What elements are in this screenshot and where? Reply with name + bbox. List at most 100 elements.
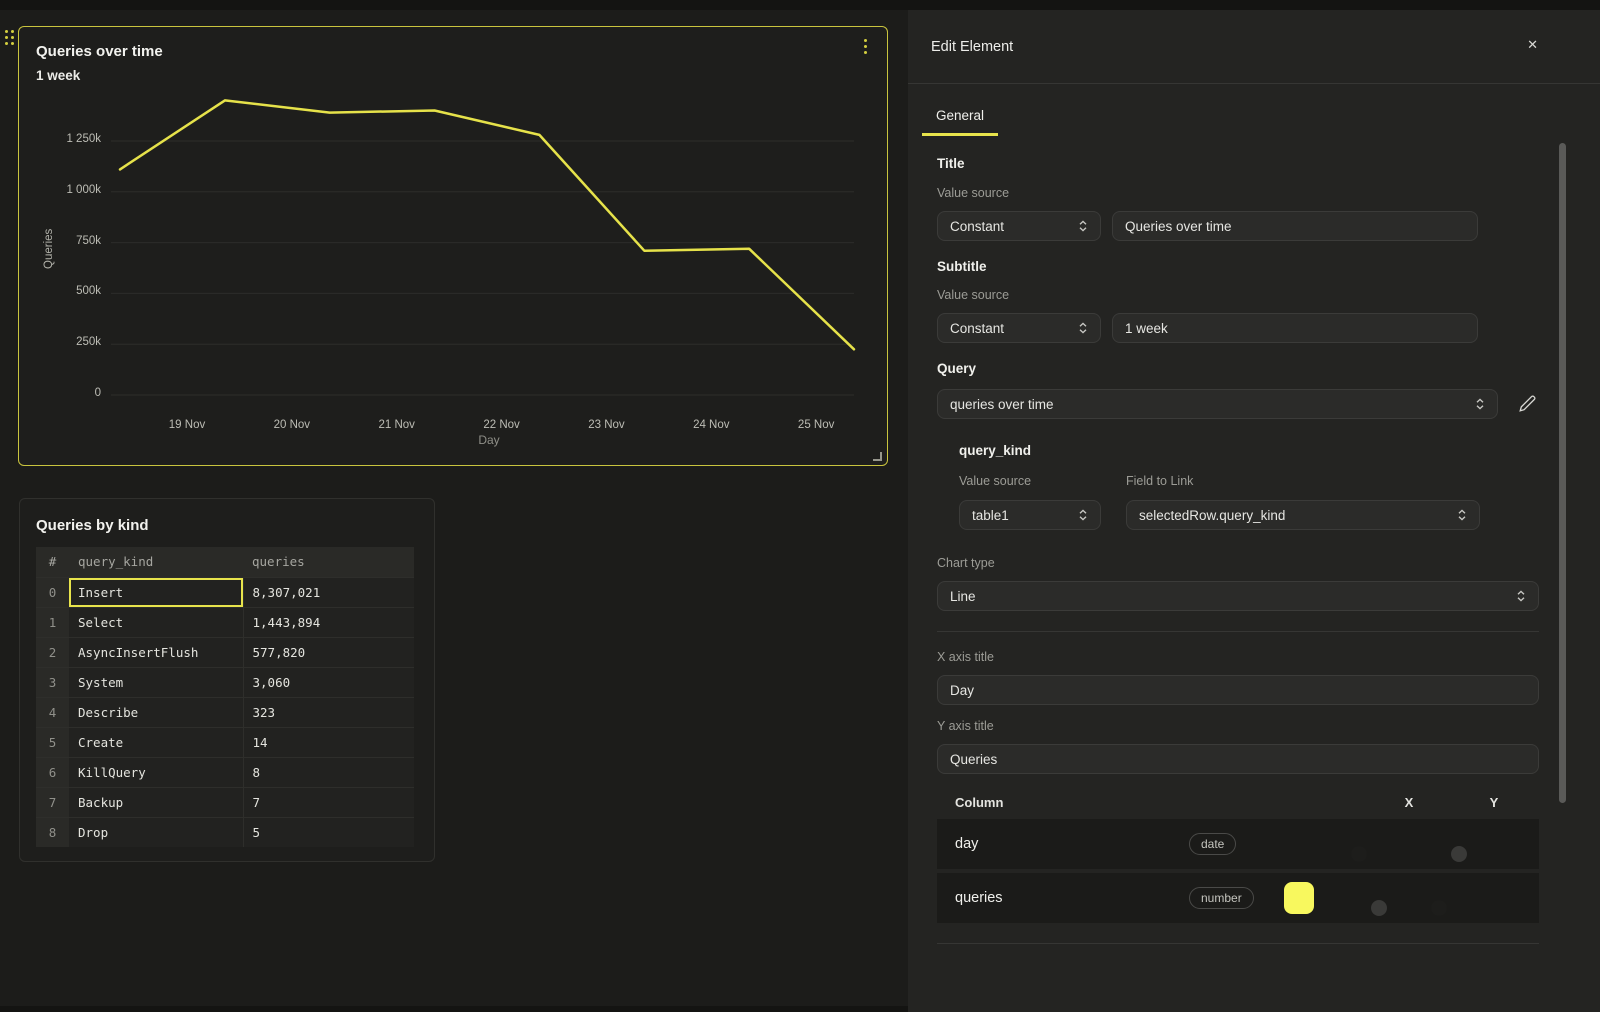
table-row[interactable]: 3 System 3,060 [36, 666, 414, 697]
queries-by-kind-table[interactable]: # query_kind queries 0 Insert 8,307,021 1 Sele… [36, 547, 414, 847]
chart-type-select[interactable]: Line [937, 581, 1539, 611]
query-select[interactable]: queries over time [937, 389, 1498, 419]
chart-element-panel[interactable]: Queries over time 1 week Queries 1 250k 1… [18, 26, 888, 466]
row-index-cell: 6 [36, 756, 69, 787]
y-tick-label: 1 250k [66, 133, 101, 145]
title-source-select[interactable]: Constant [937, 211, 1101, 241]
query-kind-label: query_kind [959, 443, 1032, 458]
table-row[interactable]: 6 KillQuery 8 [36, 756, 414, 787]
column-type-badge: number [1189, 887, 1254, 909]
x-tick-label: 23 Nov [588, 419, 625, 431]
x-tick-label: 22 Nov [483, 419, 520, 431]
edit-panel-title: Edit Element [931, 38, 1014, 55]
column-name: day [955, 836, 979, 852]
queries-value-cell[interactable]: 577,820 [242, 636, 414, 667]
query-kind-cell[interactable]: Describe [69, 696, 243, 727]
subtitle-value-source-label: Value source [937, 288, 1010, 302]
queries-value-cell[interactable]: 323 [242, 696, 414, 727]
row-index-cell: 3 [36, 666, 69, 697]
subtitle-value-input[interactable]: 1 week [1112, 313, 1478, 343]
tab-general[interactable]: General [922, 100, 999, 136]
query-kind-cell[interactable]: KillQuery [69, 756, 243, 787]
row-index-cell: 0 [36, 576, 69, 607]
queries-value-cell[interactable]: 7 [242, 786, 414, 817]
query-kind-cell[interactable]: AsyncInsertFlush [69, 636, 243, 667]
y-axis-title: Queries [43, 228, 55, 270]
drag-handle-icon[interactable] [5, 30, 14, 45]
field-to-link-select[interactable]: selectedRow.query_kind [1126, 500, 1480, 530]
table-panel-title: Queries by kind [36, 517, 149, 534]
edit-panel-tabs: General [922, 100, 1600, 136]
table-row[interactable]: 5 Create 14 [36, 726, 414, 757]
y-tick-label: 750k [76, 234, 101, 247]
close-icon[interactable]: ✕ [1527, 37, 1538, 52]
query-kind-cell[interactable]: Drop [69, 816, 243, 847]
kind-table-header-index: # [36, 547, 69, 577]
kebab-menu-icon[interactable] [864, 39, 867, 54]
x-tick-label: 25 Nov [797, 419, 835, 431]
query-section-label: Query [937, 361, 977, 376]
column-type-badge: date [1189, 833, 1237, 855]
columns-mapping-table: Column X Y day date queries number [937, 786, 1539, 923]
queries-value-cell[interactable]: 14 [242, 726, 414, 757]
query-kind-source-select[interactable]: table1 [959, 500, 1101, 530]
series-color-swatch[interactable] [1284, 882, 1314, 914]
column-row-day: day date [937, 819, 1539, 869]
query-kind-cell[interactable]: Select [69, 606, 243, 637]
x-axis-title-input[interactable]: Day [937, 675, 1539, 705]
window-top-strip [0, 0, 1600, 10]
row-index-cell: 8 [36, 816, 69, 847]
subtitle-source-select[interactable]: Constant [937, 313, 1101, 343]
edit-panel-header: Edit Element ✕ [908, 10, 1600, 84]
resize-handle-icon[interactable] [873, 452, 882, 461]
subtitle-section-label: Subtitle [937, 259, 987, 274]
table-row[interactable]: 0 Insert 8,307,021 [36, 576, 414, 607]
column-name: queries [955, 890, 1003, 906]
x-axis-title: Day [478, 433, 500, 447]
kind-table-header-queries: queries [243, 547, 414, 577]
title-section-label: Title [937, 156, 965, 171]
window-bottom-strip [0, 1006, 1600, 1012]
row-index-cell: 1 [36, 606, 69, 637]
query-kind-value-source-label: Value source [959, 474, 1032, 488]
x-axis-title-label: X axis title [937, 650, 994, 664]
query-kind-cell[interactable]: Create [69, 726, 243, 757]
scrollbar-thumb[interactable] [1559, 143, 1566, 803]
query-kind-cell[interactable]: Backup [69, 786, 243, 817]
row-index-cell: 7 [36, 786, 69, 817]
queries-by-kind-panel[interactable]: Queries by kind # query_kind queries 0 Inse… [19, 498, 435, 862]
queries-value-cell[interactable]: 8,307,021 [242, 576, 414, 607]
y-tick-label: 0 [94, 387, 101, 399]
section-divider [937, 943, 1539, 944]
queries-value-cell[interactable]: 8 [242, 756, 414, 787]
table-row[interactable]: 4 Describe 323 [36, 696, 414, 727]
title-value-input[interactable]: Queries over time [1112, 211, 1478, 241]
y-axis-title-input[interactable]: Queries [937, 744, 1539, 774]
table-row[interactable]: 8 Drop 5 [36, 816, 414, 847]
x-tick-label: 19 Nov [168, 419, 206, 431]
queries-value-cell[interactable]: 5 [242, 816, 414, 847]
y-axis-title-label: Y axis title [937, 719, 994, 733]
chart-title: Queries over time [36, 43, 163, 60]
field-to-link-label: Field to Link [1126, 474, 1194, 488]
line-chart-plot [111, 99, 856, 396]
x-tick-label: 21 Nov [378, 419, 415, 431]
row-index-cell: 2 [36, 636, 69, 667]
queries-value-cell[interactable]: 3,060 [242, 666, 414, 697]
column-row-queries: queries number [937, 873, 1539, 923]
edit-element-panel: Edit Element ✕ General Title Value sourc… [908, 10, 1600, 1012]
queries-value-cell[interactable]: 1,443,894 [242, 606, 414, 637]
title-value-source-label: Value source [937, 186, 1010, 200]
row-index-cell: 4 [36, 696, 69, 727]
kind-table-header-query_kind: query_kind [69, 547, 243, 577]
query-kind-cell[interactable]: System [69, 666, 243, 697]
edit-query-pencil-icon[interactable] [1517, 394, 1537, 414]
y-tick-label: 500k [76, 285, 101, 298]
x-tick-label: 20 Nov [273, 419, 311, 431]
table-row[interactable]: 2 AsyncInsertFlush 577,820 [36, 636, 414, 667]
columns-table-header: Column X Y [955, 795, 1499, 810]
table-row[interactable]: 1 Select 1,443,894 [36, 606, 414, 637]
chart-type-label: Chart type [937, 556, 995, 570]
table-row[interactable]: 7 Backup 7 [36, 786, 414, 817]
query-kind-cell[interactable]: Insert [69, 576, 243, 607]
